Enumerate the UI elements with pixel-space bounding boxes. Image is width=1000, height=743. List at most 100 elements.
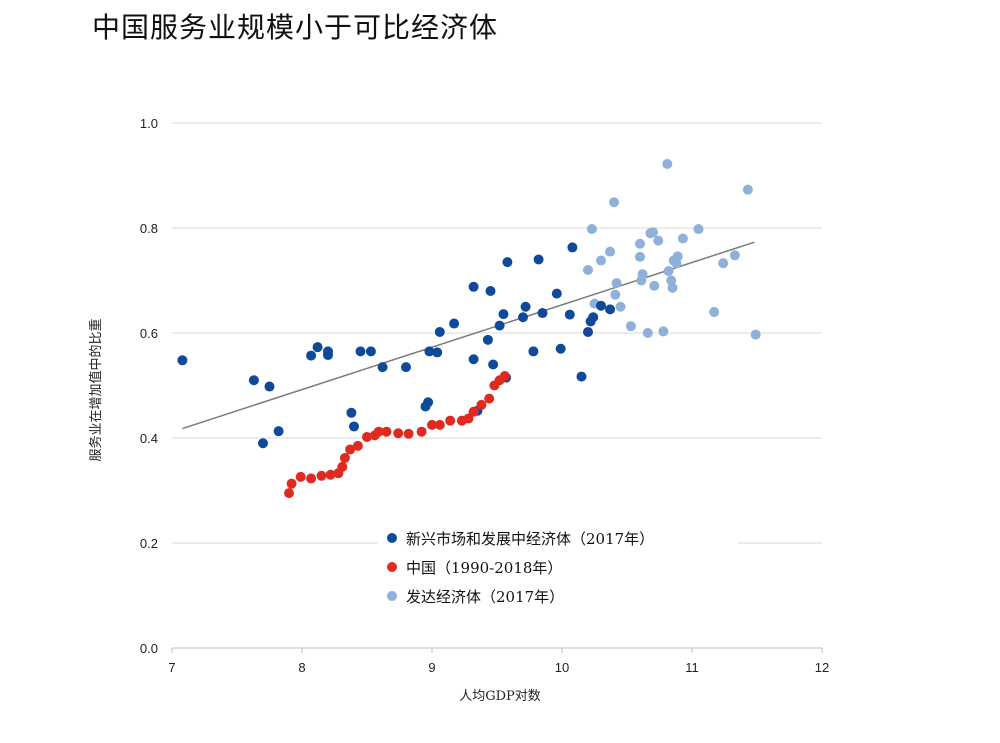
data-point [381,426,392,437]
legend-marker [387,562,397,572]
data-point [605,304,616,315]
data-point [365,346,376,357]
data-point [355,346,366,357]
data-point [520,301,531,312]
legend-entry-label: 发达经济体（2017年） [406,588,564,606]
data-point [637,269,648,280]
legend-entry-label: 中国（1990-2018年） [406,559,562,577]
data-point [672,251,683,262]
data-point [750,329,761,340]
x-tick-label: 10 [555,660,569,675]
data-point [583,265,593,275]
data-point [401,362,411,373]
data-point [349,421,359,432]
data-point [264,381,275,392]
data-point [258,438,268,449]
data-point [306,473,317,484]
data-point [434,326,445,337]
data-point [498,309,509,320]
data-point [434,419,445,430]
data-point [502,257,513,268]
data-point [576,371,587,382]
data-point [667,282,678,293]
data-point [482,334,493,345]
data-point [677,233,688,244]
data-point [339,452,350,463]
data-point [468,354,479,365]
data-point [393,428,404,439]
x-tick-label: 11 [685,660,699,675]
data-point [648,227,658,238]
legend-entry-label: 新兴市场和发展中经济体（2017年） [406,530,654,548]
data-point [625,321,636,332]
gridlines [172,122,822,544]
trendline-group [182,241,755,430]
data-point [742,184,753,195]
data-point [709,307,720,317]
data-point [177,355,188,366]
data-point [596,255,606,266]
data-point [533,254,544,265]
data-point [635,238,645,249]
data-point [403,428,414,439]
legend-marker [387,533,397,543]
data-point [432,347,443,358]
x-tick-label: 8 [298,660,305,675]
y-tick-label: 0.2 [140,536,158,551]
data-point [528,346,539,357]
data-point [615,301,626,312]
data-point [273,426,284,437]
data-point [649,280,660,291]
data-point [485,286,496,296]
data-point [662,158,673,169]
data-point [663,266,674,277]
data-point [537,308,548,319]
data-point [596,300,606,311]
data-point [345,444,356,455]
data-point [312,342,323,353]
data-point [583,326,593,337]
data-point [468,406,479,417]
data-point [610,289,621,300]
y-tick-label: 0.0 [140,641,158,656]
data-point [449,318,460,329]
data-point [416,426,427,437]
data-point [499,371,510,382]
data-point [588,312,599,323]
data-point [653,235,664,246]
data-point [518,312,528,323]
data-point [484,393,495,404]
data-point [445,415,456,426]
data-point [551,288,562,299]
data-point [306,350,317,361]
data-point [729,250,740,261]
data-point [567,242,578,253]
axes: 0.0 0.2 0.4 0.6 0.8 1.0 7 8 9 10 11 12 [140,116,829,675]
data-point [488,359,499,370]
data-point [476,399,487,410]
y-tick-label: 0.6 [140,326,158,341]
y-axis-label: 服务业在增加值中的比重 [88,318,104,461]
data-point [346,407,357,418]
data-point [286,478,297,489]
data-point [609,197,619,208]
y-tick-label: 0.4 [140,431,158,446]
data-point [423,397,434,408]
data-point [718,258,729,269]
data-point [373,426,384,437]
y-tick-label: 0.8 [140,221,158,236]
data-point [635,251,645,262]
data-point [586,224,597,235]
x-tick-label: 12 [815,660,829,675]
data-point [325,469,336,480]
data-point [605,246,616,257]
data-points [177,158,761,499]
legend: 新兴市场和发展中经济体（2017年） 中国（1990-2018年） 发达经济体（20… [378,522,738,606]
data-point [295,471,306,482]
data-point [337,461,348,472]
data-point [611,278,622,289]
x-tick-label: 7 [168,660,175,675]
trendline [182,241,755,430]
chart-title: 中国服务业规模小于可比经济体 [92,11,499,44]
